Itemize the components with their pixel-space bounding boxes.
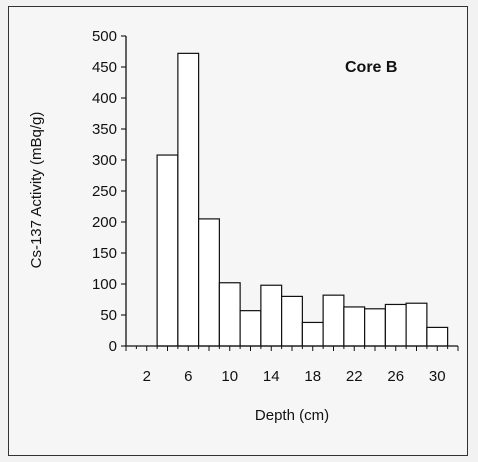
x-tick-label-18: 18 xyxy=(304,368,321,385)
y-tick-label-0: 0 xyxy=(109,338,117,355)
y-tick-label-450: 450 xyxy=(92,59,117,76)
bar-1 xyxy=(156,154,179,347)
bar-7 xyxy=(281,295,303,347)
bar-9 xyxy=(322,294,345,347)
core-annotation: Core B xyxy=(345,59,397,76)
bar-8 xyxy=(301,321,324,347)
bar-2 xyxy=(177,52,200,347)
chart-frame xyxy=(8,6,468,456)
x-tick-label-22: 22 xyxy=(346,368,363,385)
bars-group xyxy=(156,52,449,347)
bar-11 xyxy=(364,308,386,347)
bar-13 xyxy=(405,302,428,347)
bar-10 xyxy=(343,306,366,347)
y-tick-label-350: 350 xyxy=(92,121,117,138)
y-tick-label-500: 500 xyxy=(92,28,117,45)
y-tick-label-100: 100 xyxy=(92,276,117,293)
bar-5 xyxy=(239,310,262,347)
x-tick-label-14: 14 xyxy=(263,368,280,385)
bar-6 xyxy=(260,284,283,347)
x-tick-label-10: 10 xyxy=(221,368,238,385)
y-axis-label: Cs-137 Activity (mBq/g) xyxy=(28,112,45,269)
x-tick-label-26: 26 xyxy=(387,368,404,385)
bar-3 xyxy=(198,218,220,347)
bar-4 xyxy=(218,282,241,347)
bar-14 xyxy=(426,326,449,347)
y-tick-label-300: 300 xyxy=(92,152,117,169)
x-tick-label-6: 6 xyxy=(184,368,192,385)
y-tick-label-400: 400 xyxy=(92,90,117,107)
y-tick-label-250: 250 xyxy=(92,183,117,200)
x-tick-label-30: 30 xyxy=(429,368,446,385)
y-tick-label-200: 200 xyxy=(92,214,117,231)
y-tick-label-150: 150 xyxy=(92,245,117,262)
bar-12 xyxy=(384,303,407,347)
y-tick-label-50: 50 xyxy=(100,307,117,324)
x-axis-label: Depth (cm) xyxy=(255,407,329,424)
x-tick-label-2: 2 xyxy=(143,368,151,385)
